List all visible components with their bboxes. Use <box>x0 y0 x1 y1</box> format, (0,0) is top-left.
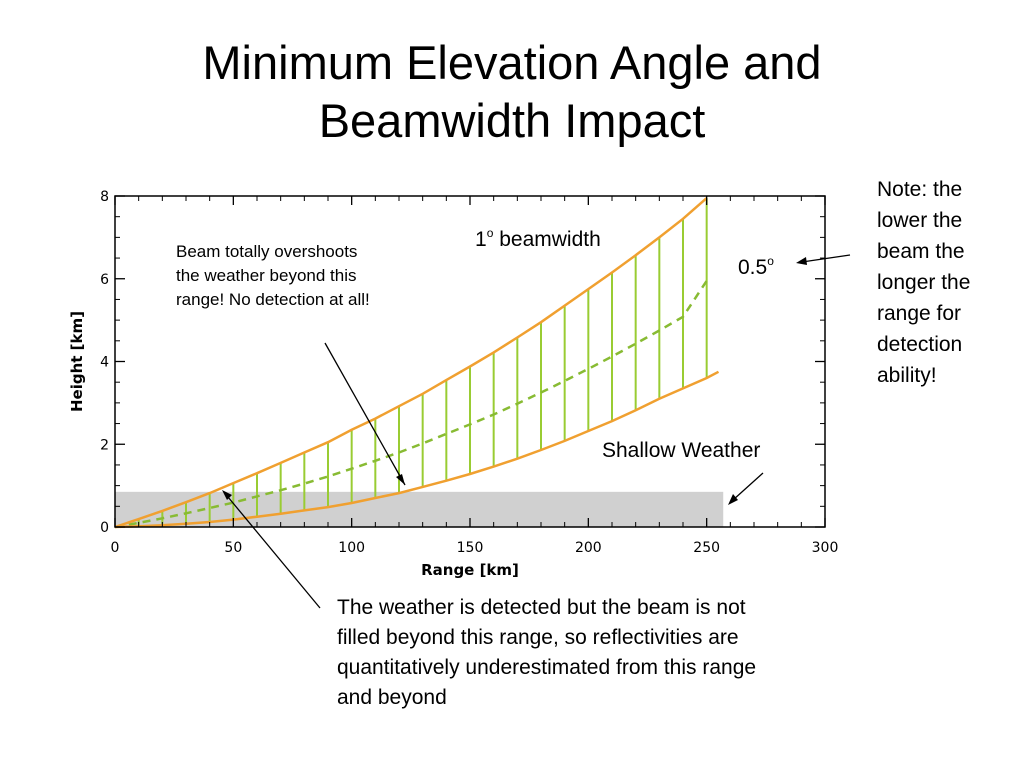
overshoot-line-1: Beam totally overshoots <box>176 242 358 261</box>
y-tick-label: 8 <box>100 189 109 205</box>
note-line-4: longer the <box>877 271 971 294</box>
beamwidth-number: 1 <box>475 228 487 251</box>
detect-line-3: quantitatively underestimated from this … <box>337 656 757 679</box>
center-angle-number: 0.5 <box>738 256 768 279</box>
x-tick-label: 0 <box>111 540 120 556</box>
y-tick-label: 6 <box>100 272 109 288</box>
arrow-detect-head <box>222 490 232 500</box>
arrow-shallow-head <box>728 494 738 505</box>
x-axis-label: Range [km] <box>421 561 519 579</box>
arrow-shallow <box>732 472 764 501</box>
x-tick-label: 250 <box>693 540 720 556</box>
x-tick-label: 50 <box>224 540 242 556</box>
beamwidth-label: 1o beamwidth <box>475 226 601 252</box>
detect-line-4: and beyond <box>337 686 447 709</box>
overshoot-line-3: range! No detection at all! <box>176 290 370 309</box>
beam-center-line <box>114 280 708 529</box>
x-tick-label: 200 <box>575 540 602 556</box>
slide-title: Minimum Elevation Angle and Beamwidth Im… <box>0 34 1024 150</box>
arrow-overshoot <box>324 342 406 486</box>
y-tick-label: 2 <box>100 437 109 453</box>
beamwidth-degree: o <box>486 226 494 240</box>
note-line-6: detection <box>877 333 963 356</box>
x-tick-label: 150 <box>457 540 484 556</box>
note-line-2: lower the <box>877 209 963 232</box>
note-line-3: beam the <box>877 240 965 263</box>
beamwidth-text: beamwidth <box>493 228 601 251</box>
beam-upper-edge <box>114 197 708 529</box>
center-angle-label: 0.5o <box>738 254 774 280</box>
arrow-note <box>801 254 851 263</box>
overshoot-line-2: the weather beyond this <box>176 266 357 285</box>
detect-line-2: filled beyond this range, so reflectivit… <box>337 626 739 649</box>
note-line-1: Note: the <box>877 178 963 201</box>
note-line-5: range for <box>877 302 962 325</box>
title-line-1: Minimum Elevation Angle and <box>202 36 822 89</box>
beam-lower-edge <box>114 370 720 529</box>
title-line-2: Beamwidth Impact <box>318 94 706 147</box>
arrow-overshoot-head <box>396 474 405 485</box>
detect-line-1: The weather is detected but the beam is … <box>337 596 746 619</box>
y-tick-label: 4 <box>100 355 109 371</box>
detection-annotation: The weather is detected but the beam is … <box>337 593 897 713</box>
arrow-note-head <box>796 257 807 265</box>
y-tick-label: 0 <box>100 520 109 536</box>
note-annotation: Note: the lower the beam the longer the … <box>877 174 1017 391</box>
x-tick-label: 300 <box>812 540 839 556</box>
y-axis-label: Height [km] <box>68 311 86 412</box>
shallow-weather-label: Shallow Weather <box>602 439 761 462</box>
center-angle-degree: o <box>767 254 774 268</box>
note-line-7: ability! <box>877 364 937 387</box>
overshoot-annotation: Beam totally overshoots the weather beyo… <box>176 240 370 312</box>
x-tick-label: 100 <box>338 540 365 556</box>
arrow-detect <box>227 496 321 609</box>
